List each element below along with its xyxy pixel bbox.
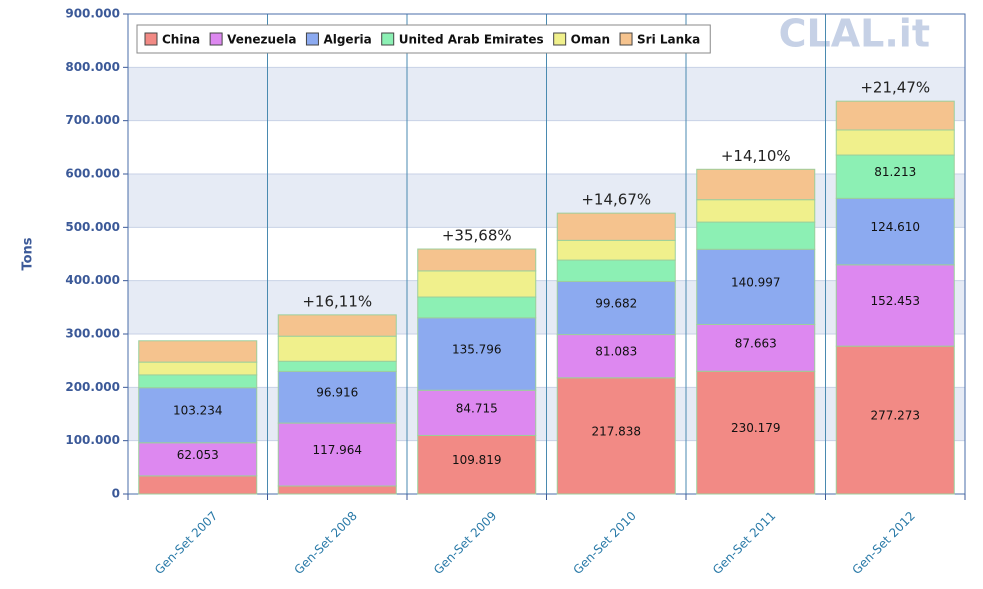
y-tick-label: 800.000 <box>65 60 120 74</box>
growth-annotation: +16,11% <box>302 292 372 310</box>
bar-segment <box>277 335 397 362</box>
data-label: 62.053 <box>177 448 219 462</box>
y-tick-label: 400.000 <box>65 273 120 287</box>
legend-label: China <box>162 33 200 47</box>
x-tick-label: Gen-Set 2012 <box>849 509 917 577</box>
data-label: 140.997 <box>731 275 781 289</box>
bar-segment <box>417 389 537 436</box>
legend-label: United Arab Emirates <box>399 33 544 47</box>
x-tick-label: Gen-Set 2008 <box>291 509 359 577</box>
data-label: 230.179 <box>731 421 781 435</box>
x-tick-label: Gen-Set 2011 <box>710 509 778 577</box>
bar-segment <box>277 360 397 372</box>
legend-box <box>136 24 711 54</box>
bar-segment <box>696 199 816 223</box>
data-label: 135.796 <box>452 343 502 357</box>
x-tick-label: Gen-Set 2009 <box>431 509 499 577</box>
y-tick-label: 0 <box>112 487 120 501</box>
x-tick-label: Gen-Set 2010 <box>570 509 638 577</box>
bar-segment <box>556 280 676 336</box>
bar-segment <box>417 434 537 495</box>
y-tick-label: 500.000 <box>65 220 120 234</box>
legend-label: Oman <box>571 33 610 47</box>
data-label: 217.838 <box>591 424 641 438</box>
data-label: 117.964 <box>312 443 362 457</box>
growth-annotation: +21,47% <box>860 79 930 97</box>
bar-segment <box>277 314 397 337</box>
bar-segment <box>696 248 816 325</box>
legend-swatch <box>553 32 567 46</box>
y-tick-label: 200.000 <box>65 380 120 394</box>
data-label: 124.610 <box>870 220 920 234</box>
bar-segment <box>417 270 537 298</box>
watermark: CLAL.it <box>779 12 930 56</box>
bar-segment <box>556 212 676 241</box>
data-label: 81.213 <box>874 165 916 179</box>
data-label: 152.453 <box>870 294 920 308</box>
x-tick-label: Gen-Set 2007 <box>152 509 220 577</box>
bar-segment <box>138 374 258 389</box>
bar-segment <box>696 168 816 201</box>
growth-annotation: +14,10% <box>721 147 791 165</box>
y-tick-label: 900.000 <box>65 7 120 21</box>
y-axis-label: Tons <box>21 237 36 270</box>
legend-swatch <box>619 32 633 46</box>
data-label: 99.682 <box>595 296 637 310</box>
bar-segment <box>138 387 258 444</box>
legend-label: Venezuela <box>227 33 296 47</box>
y-tick-label: 100.000 <box>65 433 120 447</box>
y-tick-label: 300.000 <box>65 327 120 341</box>
bar-segment <box>417 248 537 272</box>
legend-label: Sri Lanka <box>637 33 700 47</box>
growth-annotation: +14,67% <box>581 191 651 209</box>
legend-swatch <box>144 32 158 46</box>
data-label: 109.819 <box>452 453 502 467</box>
data-label: 84.715 <box>456 401 498 415</box>
data-label: 87.663 <box>735 336 777 350</box>
bar-segment <box>835 100 955 131</box>
bar-segment <box>556 239 676 261</box>
bar-segment <box>138 340 258 363</box>
bar-segment <box>138 442 258 477</box>
data-label: 96.916 <box>316 386 358 400</box>
data-label: 103.234 <box>173 404 223 418</box>
bar-segment <box>138 361 258 376</box>
legend-swatch <box>305 32 319 46</box>
bar-segment <box>835 129 955 156</box>
growth-annotation: +35,68% <box>442 227 512 245</box>
bar-segment <box>835 345 955 495</box>
data-label: 81.083 <box>595 345 637 359</box>
bar-segment <box>277 485 397 495</box>
bar-segment <box>556 259 676 282</box>
bar-segment <box>277 422 397 487</box>
legend-swatch <box>209 32 223 46</box>
legend-swatch <box>381 32 395 46</box>
data-label: 277.273 <box>870 409 920 423</box>
legend: China Venezuela Algeria United Arab Emirate… <box>136 24 711 54</box>
bar-segment <box>696 370 816 495</box>
bar-segment <box>556 377 676 495</box>
bar-segment <box>417 317 537 391</box>
bar-segment <box>835 264 955 347</box>
y-tick-label: 600.000 <box>65 167 120 181</box>
bar-segment <box>417 296 537 319</box>
bar-segment <box>138 475 258 495</box>
y-tick-label: 700.000 <box>65 113 120 127</box>
bar-segment <box>835 197 955 266</box>
bar-segment <box>696 221 816 250</box>
legend-label: Algeria <box>323 33 371 47</box>
